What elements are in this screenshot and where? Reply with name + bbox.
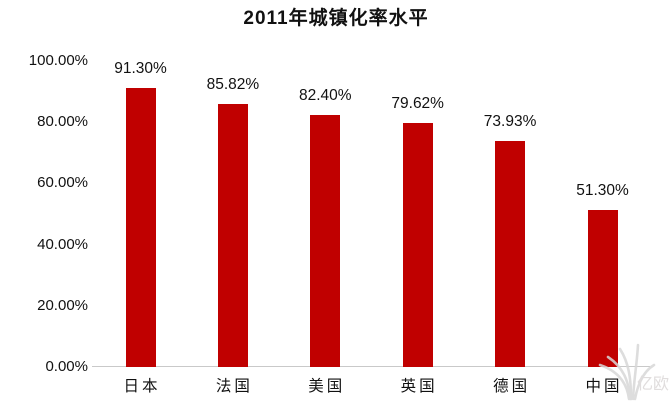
y-tick-label-0: 100.00% [28, 52, 88, 69]
y-tick-label-5: 0.00% [45, 358, 88, 375]
x-tick-label-中国: 中国 [585, 378, 623, 395]
y-tick-label-1: 80.00% [37, 113, 88, 131]
bar-日本 [125, 87, 156, 367]
x-tick-label-德国: 德国 [493, 378, 531, 395]
y-tick-label-4: 20.00% [37, 296, 88, 314]
bar-法国 [217, 104, 248, 367]
bar-德国 [495, 140, 526, 367]
bar-value-label-中国: 51.30% [576, 182, 629, 200]
x-axis-baseline [92, 366, 650, 367]
bar-value-label-日本: 91.30% [114, 59, 167, 77]
bar-value-label-英国: 79.62% [391, 95, 444, 113]
bar-value-label-法国: 85.82% [206, 76, 260, 94]
x-tick-label-美国: 美国 [308, 378, 346, 395]
bar-value-label-德国: 73.93% [483, 112, 537, 130]
x-tick-label-日本: 日本 [123, 378, 161, 395]
bar-中国 [587, 210, 618, 367]
x-tick-label-英国: 英国 [400, 378, 438, 395]
y-tick-label-3: 40.00% [37, 235, 88, 253]
y-tick-label-2: 60.00% [37, 174, 88, 192]
bar-美国 [310, 114, 341, 367]
bar-英国 [402, 123, 433, 367]
chart-title: 2011年城镇化率水平 [243, 8, 429, 29]
x-tick-label-法国: 法国 [215, 378, 253, 395]
bar-value-label-美国: 82.40% [299, 86, 352, 104]
